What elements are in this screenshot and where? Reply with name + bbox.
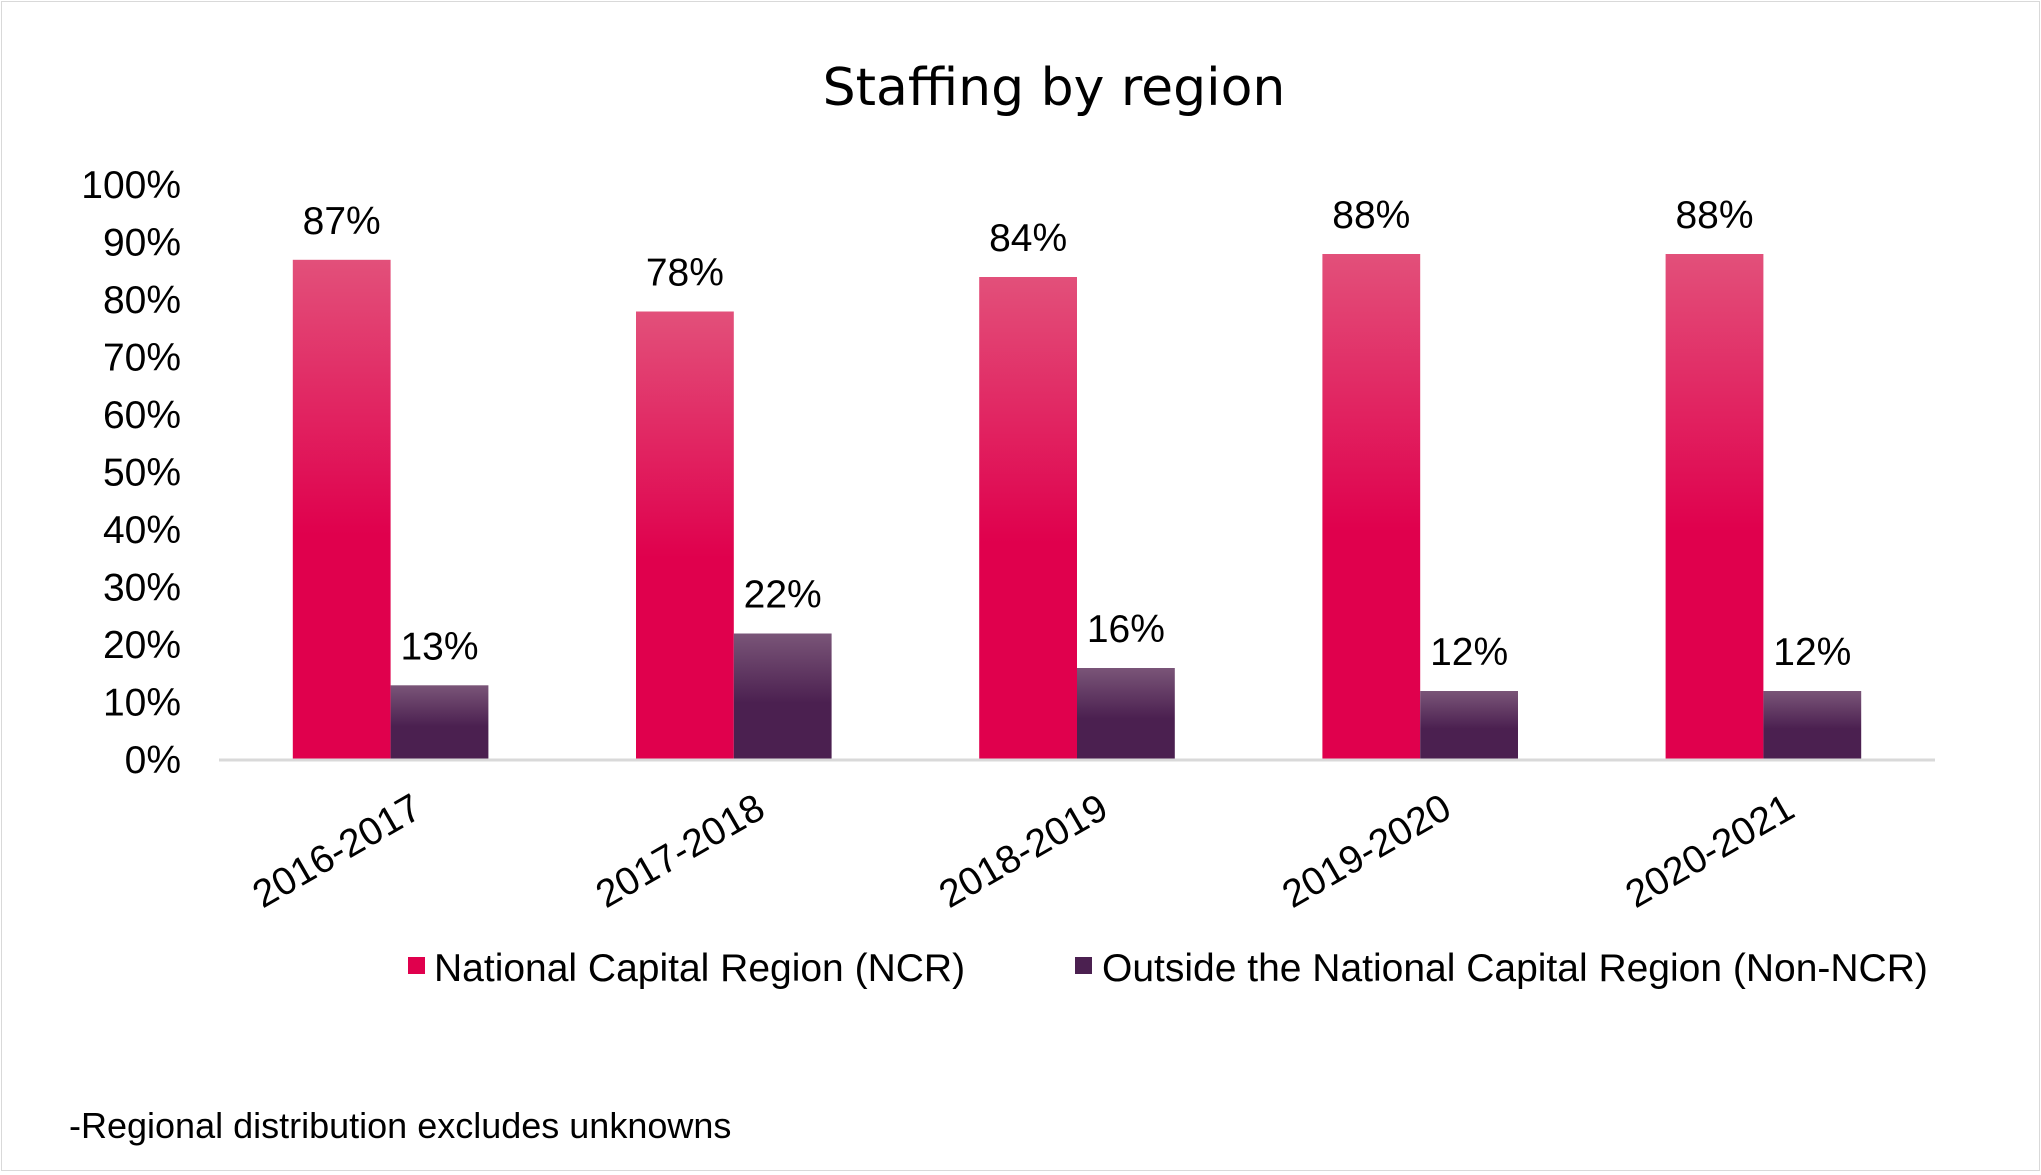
bar: [979, 277, 1077, 760]
bar: [1322, 254, 1421, 760]
data-label: 88%: [1675, 194, 1753, 237]
y-tick-label: 60%: [103, 394, 181, 437]
x-tick-label: 2019-2020: [1275, 786, 1458, 916]
bar: [733, 633, 832, 760]
legend-item-non-ncr: Outside the National Capital Region (Non…: [1075, 947, 1928, 990]
y-tick-label: 100%: [81, 164, 181, 207]
x-tick-label: 2020-2021: [1618, 786, 1801, 916]
y-tick-label: 20%: [103, 624, 181, 667]
bar: [1077, 668, 1175, 760]
legend-swatch-ncr: [408, 957, 425, 974]
data-labels: 87% 13% 78% 22% 84% 16% 88% 12% 88% 12%: [303, 194, 1852, 674]
data-label: 84%: [989, 217, 1067, 260]
legend-label-non-ncr: Outside the National Capital Region (Non…: [1102, 947, 1928, 990]
y-tick-label: 30%: [103, 567, 181, 610]
bar: [636, 311, 734, 760]
data-label: 12%: [1773, 631, 1851, 674]
legend-item-ncr: National Capital Region (NCR): [408, 947, 965, 990]
x-axis: 2016-2017 2017-2018 2018-2019 2019-2020 2020…: [246, 786, 1802, 916]
bar: [1763, 691, 1862, 760]
footnote: -Regional distribution excludes unknowns: [69, 1105, 731, 1146]
bars: [292, 254, 1862, 761]
data-label: 22%: [744, 574, 822, 617]
legend: National Capital Region (NCR) Outside th…: [408, 947, 1928, 990]
legend-label-ncr: National Capital Region (NCR): [434, 947, 965, 990]
y-tick-label: 90%: [103, 222, 181, 265]
y-tick-label: 40%: [103, 509, 181, 552]
bar: [292, 259, 391, 761]
data-label: 87%: [303, 200, 381, 243]
y-tick-label: 80%: [103, 279, 181, 322]
chart-title: Staffing by region: [823, 58, 1286, 118]
data-label: 78%: [646, 252, 724, 295]
y-tick-label: 70%: [103, 337, 181, 380]
bar: [390, 685, 489, 761]
bar: [1420, 691, 1518, 760]
x-tick-label: 2016-2017: [246, 786, 429, 916]
data-label: 16%: [1087, 608, 1165, 651]
y-tick-label: 50%: [103, 452, 181, 495]
bar: [1665, 254, 1764, 760]
x-tick-label: 2018-2019: [932, 786, 1115, 916]
y-tick-label: 0%: [125, 739, 181, 782]
legend-swatch-non-ncr: [1075, 957, 1092, 974]
y-axis: 0% 10% 20% 30% 40% 50% 60% 70% 80% 90% 100%: [81, 164, 181, 782]
y-tick-label: 10%: [103, 682, 181, 725]
data-label: 12%: [1430, 631, 1508, 674]
data-label: 13%: [400, 625, 478, 668]
data-label: 88%: [1332, 194, 1410, 237]
x-tick-label: 2017-2018: [589, 786, 772, 916]
